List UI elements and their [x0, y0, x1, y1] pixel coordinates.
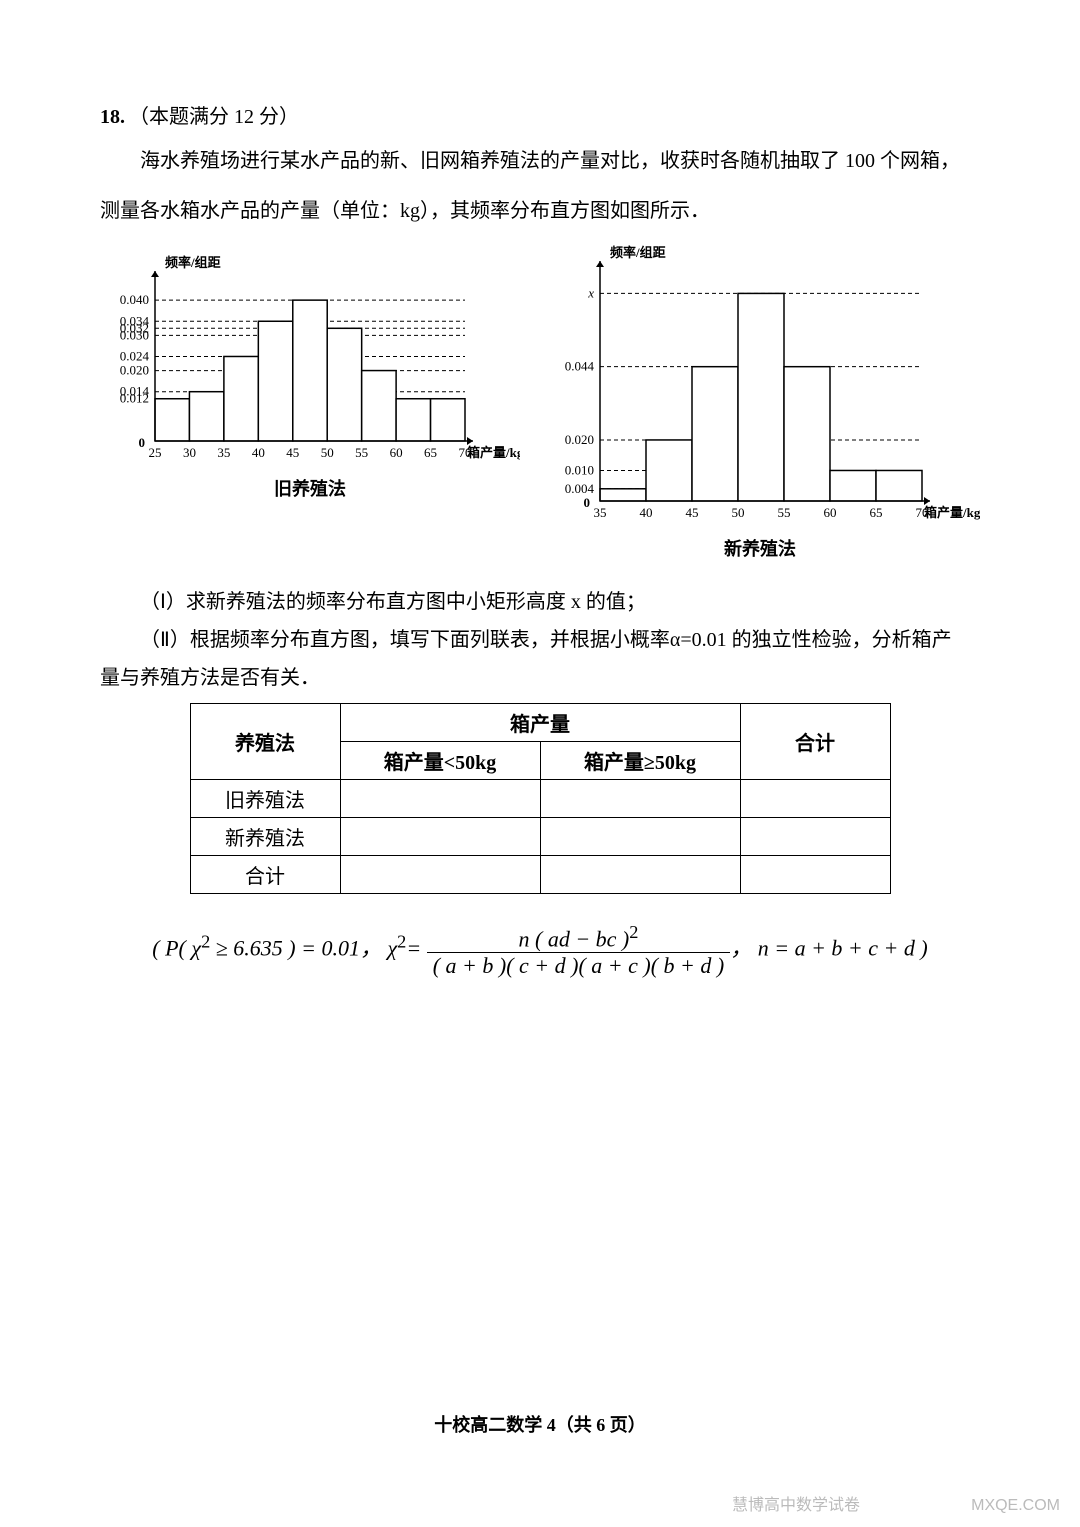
sub-question-1: （Ⅰ）求新养殖法的频率分布直方图中小矩形高度 x 的值；: [100, 583, 980, 621]
svg-text:0.034: 0.034: [120, 313, 150, 328]
svg-text:箱产量/kg: 箱产量/kg: [467, 445, 520, 460]
row-old-label: 旧养殖法: [190, 780, 340, 818]
cell-old-total: [740, 780, 890, 818]
formula-p2: ( χ: [179, 936, 202, 961]
problem-line-2: 测量各水箱水产品的产量（单位：kg），其频率分布直方图如图所示．: [100, 193, 980, 229]
svg-text:60: 60: [390, 445, 403, 460]
svg-text:50: 50: [321, 445, 334, 460]
formula-den: ( a + b )( c + d )( a + c )( b + d ): [427, 953, 731, 979]
svg-text:0.014: 0.014: [120, 384, 150, 399]
svg-text:0.024: 0.024: [120, 348, 150, 363]
th-ge50: 箱产量≥50kg: [540, 742, 740, 780]
cell-new-lt: [340, 818, 540, 856]
svg-text:0.044: 0.044: [565, 359, 595, 374]
cell-total-ge: [540, 856, 740, 894]
svg-text:65: 65: [870, 505, 883, 520]
svg-text:0: 0: [139, 435, 146, 450]
formula-p5: ， n = a + b + c + d ): [730, 936, 927, 961]
page-footer: 十校高二数学 4（共 6 页）: [0, 1411, 1080, 1437]
chart-left-svg: 0.0120.0140.0200.0240.0300.0320.0340.040…: [100, 239, 520, 469]
svg-text:45: 45: [286, 445, 299, 460]
svg-text:30: 30: [183, 445, 196, 460]
th-lt50: 箱产量<50kg: [340, 742, 540, 780]
cell-new-total: [740, 818, 890, 856]
sub-question-2a: （Ⅱ）根据频率分布直方图，填写下面列联表，并根据小概率α=0.01 的独立性检验…: [100, 621, 980, 659]
svg-text:0.010: 0.010: [565, 462, 594, 477]
svg-text:40: 40: [252, 445, 265, 460]
svg-text:55: 55: [355, 445, 368, 460]
svg-text:频率/组距: 频率/组距: [610, 245, 666, 260]
svg-text:45: 45: [686, 505, 699, 520]
svg-text:50: 50: [732, 505, 745, 520]
charts-row: 0.0120.0140.0200.0240.0300.0320.0340.040…: [100, 239, 980, 561]
formula-num: n ( ad − bc ): [519, 926, 630, 951]
sub-question-2b: 量与养殖方法是否有关．: [100, 659, 980, 697]
svg-text:0.040: 0.040: [120, 292, 149, 307]
problem-line-1: 海水养殖场进行某水产品的新、旧网箱养殖法的产量对比，收获时各随机抽取了 100 …: [100, 143, 980, 179]
formula-eq: =: [406, 936, 421, 961]
th-yield: 箱产量: [340, 704, 740, 742]
formula-p3: ≥ 6.635 ) = 0.01， χ: [210, 936, 397, 961]
cell-total-total: [740, 856, 890, 894]
svg-text:55: 55: [778, 505, 791, 520]
chart-right-wrap: 0.0040.0100.0200.044x03540455055606570频率…: [540, 239, 980, 561]
question-number: 18.: [100, 106, 125, 128]
svg-text:25: 25: [149, 445, 162, 460]
svg-text:65: 65: [424, 445, 437, 460]
contingency-table: 养殖法 箱产量 合计 箱产量<50kg 箱产量≥50kg 旧养殖法 新养殖法 合…: [190, 703, 891, 894]
row-new-label: 新养殖法: [190, 818, 340, 856]
formula-p1: ( P: [152, 936, 178, 961]
cell-total-lt: [340, 856, 540, 894]
svg-text:35: 35: [217, 445, 230, 460]
svg-text:箱产量/kg: 箱产量/kg: [924, 505, 980, 520]
svg-text:x: x: [587, 285, 594, 300]
cell-old-lt: [340, 780, 540, 818]
cell-new-ge: [540, 818, 740, 856]
svg-text:频率/组距: 频率/组距: [165, 255, 221, 270]
th-method: 养殖法: [190, 704, 340, 780]
question-header: 18. （本题满分 12 分）: [100, 100, 980, 129]
row-total-label: 合计: [190, 856, 340, 894]
chart-left-wrap: 0.0120.0140.0200.0240.0300.0320.0340.040…: [100, 239, 520, 561]
th-total: 合计: [740, 704, 890, 780]
chart-left-caption: 旧养殖法: [100, 475, 520, 501]
svg-text:0: 0: [584, 495, 591, 510]
svg-text:0.020: 0.020: [565, 432, 594, 447]
svg-text:35: 35: [594, 505, 607, 520]
formula: ( P( χ2 ≥ 6.635 ) = 0.01， χ2= n ( ad − b…: [100, 922, 980, 979]
svg-text:0.020: 0.020: [120, 363, 149, 378]
chart-right-svg: 0.0040.0100.0200.044x03540455055606570频率…: [540, 239, 980, 529]
cell-old-ge: [540, 780, 740, 818]
watermark-right: MXQE.COM: [971, 1497, 1060, 1515]
svg-text:40: 40: [640, 505, 653, 520]
watermark-left: 慧博高中数学试卷: [732, 1491, 860, 1515]
question-score: （本题满分 12 分）: [129, 106, 299, 128]
svg-text:60: 60: [824, 505, 837, 520]
chart-right-caption: 新养殖法: [540, 535, 980, 561]
svg-text:0.004: 0.004: [565, 481, 595, 496]
formula-fraction: n ( ad − bc )2 ( a + b )( c + d )( a + c…: [427, 922, 731, 979]
